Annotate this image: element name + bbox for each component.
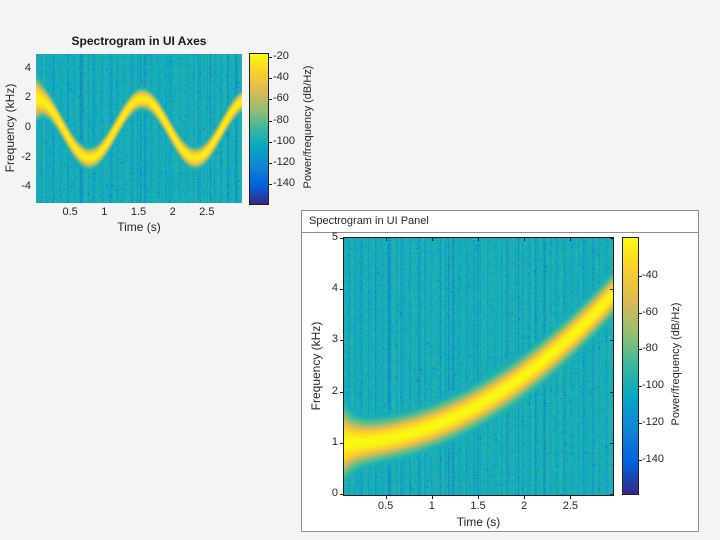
y-tick-mark (340, 289, 343, 291)
x-tick-mark (570, 496, 572, 499)
colorbar-tick-label: -80 (642, 342, 658, 355)
x-tick-mark-top (524, 238, 526, 241)
y-tick-label: 1 (331, 435, 338, 448)
x-tick-label: 1.5 (130, 206, 147, 218)
x-tick-mark (524, 496, 526, 499)
y-tick-mark-right (610, 391, 613, 393)
colorbar-tick-label: -80 (273, 113, 289, 126)
y-tick-mark-right (610, 289, 613, 291)
colorbar-tick-label: -60 (273, 92, 289, 105)
x-tick-mark-top (431, 238, 433, 241)
y-tick-mark (340, 391, 343, 393)
uipanel-title-bar: Spectrogram in UI Panel (302, 211, 698, 233)
y-tick-label: -4 (21, 180, 31, 193)
colorbar-tick-mark (639, 386, 642, 388)
uipanel-ylabel: Frequency (kHz) (309, 321, 323, 411)
x-tick-label: 1 (101, 206, 108, 218)
x-tick-label: 2.5 (199, 206, 215, 218)
x-tick-mark-top (478, 238, 479, 241)
colorbar-tick-label: -100 (273, 134, 296, 147)
colorbar-tick-label: -120 (642, 416, 665, 429)
y-tick-mark-right (610, 238, 613, 239)
colorbar-tick-mark (269, 162, 272, 164)
uipanel-xlabel: Time (s) (456, 515, 501, 529)
y-tick-label: 4 (331, 282, 338, 295)
y-tick-label: 0 (24, 121, 31, 133)
y-tick-label: 3 (331, 333, 338, 346)
colorbar-tick-label: -140 (642, 452, 665, 465)
colorbar-uiaxes (249, 53, 269, 205)
colorbar-tick-label: -140 (273, 176, 296, 189)
x-tick-label: 0.5 (377, 500, 394, 512)
x-tick-mark-top (570, 238, 572, 241)
x-tick-mark-top (385, 238, 387, 241)
colorbar-tick-label: -40 (273, 71, 289, 84)
x-tick-label: 2 (521, 500, 528, 512)
colorbar-tick-label: -40 (642, 268, 658, 281)
colorbar-tick-mark (269, 141, 272, 143)
uiaxes-plot-title: Spectrogram in UI Axes (71, 34, 207, 48)
x-tick-mark (431, 496, 433, 499)
spectrogram-image-uiaxes (36, 54, 242, 203)
colorbar-tick-mark (639, 423, 642, 425)
colorbar-tick-mark (639, 312, 642, 314)
y-tick-label: 2 (331, 384, 338, 397)
y-tick-mark-right (610, 494, 613, 495)
colorbar-tick-mark (269, 57, 272, 59)
y-tick-label: 0 (331, 487, 338, 499)
colorbar-tick-label: -100 (642, 379, 665, 392)
spectrogram-image-uipanel (343, 237, 614, 496)
colorbar-tick-label: -120 (273, 155, 296, 168)
y-tick-mark (340, 340, 343, 342)
x-tick-mark (385, 496, 387, 499)
uiaxes-xlabel: Time (s) (117, 220, 161, 234)
colorbar-tick-mark (269, 78, 272, 80)
colorbar-tick-mark (269, 99, 272, 101)
y-tick-mark (340, 238, 343, 239)
y-tick-label: 4 (24, 61, 31, 74)
colorbar-tick-label: -60 (642, 305, 658, 318)
colorbar-uipanel (622, 237, 639, 495)
y-tick-label: 2 (24, 91, 31, 104)
y-tick-label: -2 (21, 150, 31, 163)
x-tick-label: 1.5 (470, 500, 486, 512)
colorbar-tick-mark (639, 349, 642, 351)
colorbar-tick-mark (269, 120, 272, 122)
colorbar-tick-mark (269, 183, 272, 185)
x-tick-label: 1 (428, 500, 435, 512)
colorbar-tick-mark (639, 459, 642, 461)
colorbar-tick-label: -20 (273, 50, 289, 63)
y-tick-mark-right (610, 442, 613, 444)
y-tick-mark (340, 494, 343, 495)
x-tick-label: 0.5 (62, 206, 78, 218)
y-tick-mark (340, 442, 343, 444)
y-tick-mark-right (610, 340, 613, 342)
x-tick-mark (478, 496, 479, 499)
x-tick-label: 2.5 (562, 500, 579, 512)
y-tick-label: 5 (331, 231, 338, 243)
x-tick-label: 2 (169, 206, 176, 218)
uipanel-title: Spectrogram in UI Panel (309, 215, 429, 227)
colorbar-tick-mark (639, 275, 642, 277)
